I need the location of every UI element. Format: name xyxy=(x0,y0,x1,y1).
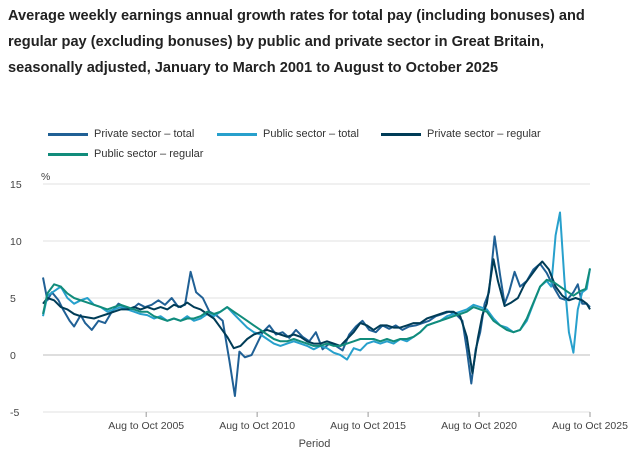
x-axis-title: Period xyxy=(299,438,331,450)
legend-swatch-private-total xyxy=(48,132,88,136)
y-tick-label: 10 xyxy=(10,236,22,248)
chart-legend: Private sector – total Public sector – t… xyxy=(0,124,634,164)
x-tick-label: Aug to Oct 2020 xyxy=(441,420,517,432)
legend-swatch-public-regular xyxy=(48,152,88,156)
y-tick-label: -5 xyxy=(10,407,19,419)
legend-item-private-total: Private sector – total xyxy=(48,128,194,140)
x-tick-label: Aug to Oct 2015 xyxy=(330,420,406,432)
x-tick-label: Aug to Oct 2005 xyxy=(108,420,184,432)
chart-title: Average weekly earnings annual growth ra… xyxy=(8,8,585,76)
legend-label-public-total: Public sector – total xyxy=(263,128,359,140)
series-line-3 xyxy=(42,268,591,347)
y-tick-label: 5 xyxy=(10,293,16,305)
legend-label-private-total: Private sector – total xyxy=(94,128,195,140)
legend-item-private-regular: Private sector – regular xyxy=(381,128,541,140)
y-tick-label: 0 xyxy=(10,350,16,362)
x-tick-label: Aug to Oct 2025 xyxy=(552,420,628,432)
series-line-0 xyxy=(42,235,591,397)
legend-label-public-regular: Public sector – regular xyxy=(94,148,204,160)
y-axis-unit: % xyxy=(41,171,50,183)
legend-item-public-total: Public sector – total xyxy=(217,128,359,140)
legend-swatch-public-total xyxy=(217,132,257,136)
legend-swatch-private-regular xyxy=(381,132,421,136)
series-line-1 xyxy=(42,211,591,361)
series-line-2 xyxy=(42,258,591,375)
x-tick-label: Aug to Oct 2010 xyxy=(219,420,295,432)
legend-item-public-regular: Public sector – regular xyxy=(48,148,203,160)
y-tick-label: 15 xyxy=(10,179,22,191)
legend-label-private-regular: Private sector – regular xyxy=(427,128,541,140)
